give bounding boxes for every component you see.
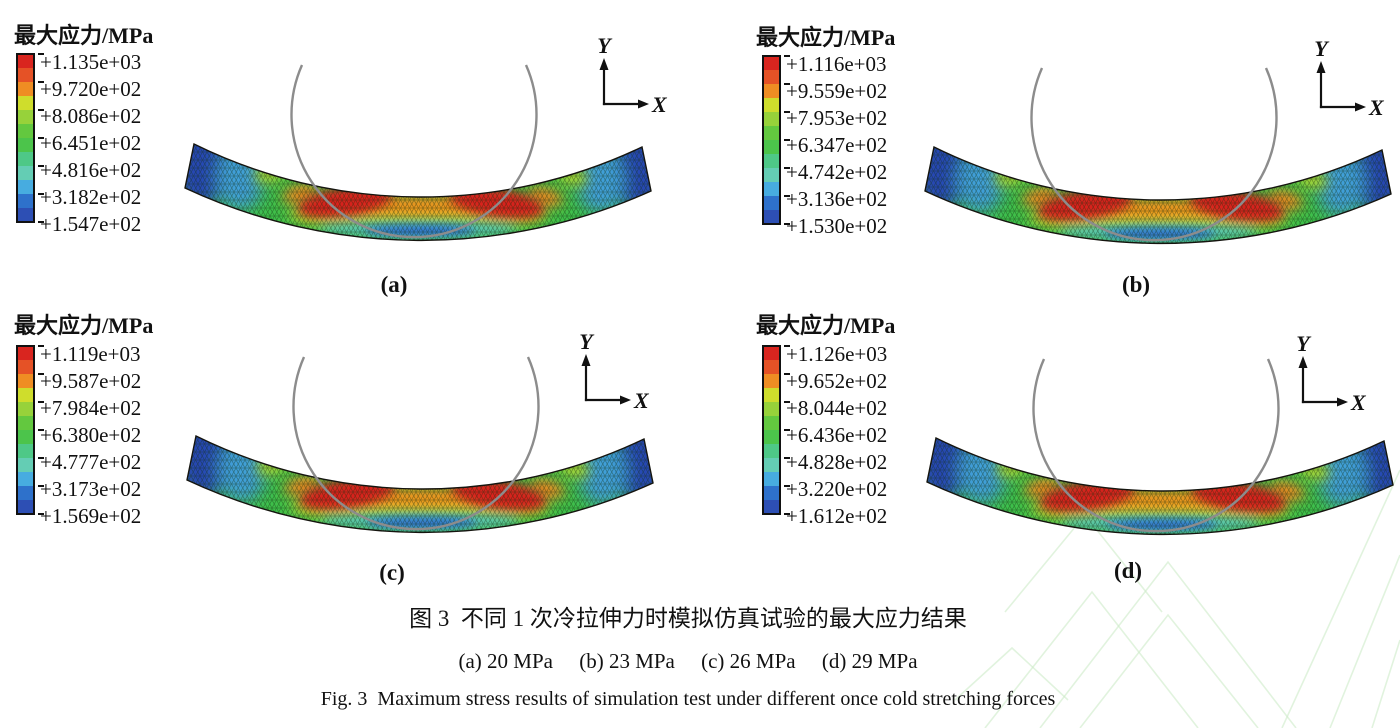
legend-value: +8.044e+02	[786, 396, 887, 420]
panel-d: 最大应力/MPa +1.126e+03 +9.652e+02 +8.044e+0…	[756, 313, 1400, 583]
caption-chinese: 图 3 不同 1 次冷拉伸力时模拟仿真试验的最大应力结果	[409, 606, 967, 631]
panel-label: (b)	[1122, 272, 1150, 297]
legend-value: +3.220e+02	[786, 477, 887, 501]
legend-value: +1.547e+02	[40, 212, 141, 236]
panel-label: (a)	[381, 272, 408, 297]
figure-caption: 图 3 不同 1 次冷拉伸力时模拟仿真试验的最大应力结果 (a) 20 MPa …	[321, 606, 1056, 710]
panel-b: 最大应力/MPa +1.116e+03 +9.559e+02 +7.953e+0…	[756, 25, 1400, 297]
legend-value: +6.347e+02	[786, 133, 887, 157]
legend-value: +1.530e+02	[786, 214, 887, 238]
legend-value: +9.559e+02	[786, 79, 887, 103]
legend-value: +8.086e+02	[40, 104, 141, 128]
legend-value: +1.119e+03	[40, 342, 140, 366]
legend-value: +4.742e+02	[786, 160, 887, 184]
legend-value: +7.953e+02	[786, 106, 887, 130]
caption-subfigures: (a) 20 MPa (b) 23 MPa (c) 26 MPa (d) 29 …	[458, 649, 918, 673]
legend-value: +1.116e+03	[786, 52, 886, 76]
legend-value: +3.173e+02	[40, 477, 141, 501]
legend-value: +1.612e+02	[786, 504, 887, 528]
legend-title: 最大应力/MPa	[756, 25, 895, 50]
panel-label: (c)	[379, 560, 405, 585]
legend-title: 最大应力/MPa	[14, 23, 153, 48]
legend-value: +6.451e+02	[40, 131, 141, 155]
legend-values: +1.119e+03 +9.587e+02 +7.984e+02 +6.380e…	[40, 342, 141, 528]
legend-value: +3.136e+02	[786, 187, 887, 211]
panel-a: 最大应力/MPa +1.135e+03 +9.720e+02 +8.086e+0…	[14, 23, 670, 297]
legend-title: 最大应力/MPa	[14, 313, 153, 338]
panel-c: 最大应力/MPa +1.119e+03 +9.587e+02 +7.984e+0…	[14, 313, 669, 585]
legend-value: +6.436e+02	[786, 423, 887, 447]
legend-value: +3.182e+02	[40, 185, 141, 209]
legend-value: +9.652e+02	[786, 369, 887, 393]
legend-value: +1.135e+03	[40, 50, 141, 74]
legend-value: +4.777e+02	[40, 450, 141, 474]
legend-value: +1.126e+03	[786, 342, 887, 366]
legend-value: +7.984e+02	[40, 396, 141, 420]
legend-values: +1.126e+03 +9.652e+02 +8.044e+02 +6.436e…	[786, 342, 887, 528]
legend-value: +4.816e+02	[40, 158, 141, 182]
legend-value: +4.828e+02	[786, 450, 887, 474]
panel-label: (d)	[1114, 558, 1142, 583]
legend-value: +9.587e+02	[40, 369, 141, 393]
caption-english: Fig. 3 Maximum stress results of simulat…	[321, 688, 1056, 710]
legend-values: +1.135e+03 +9.720e+02 +8.086e+02 +6.451e…	[40, 50, 141, 236]
legend-title: 最大应力/MPa	[756, 313, 895, 338]
legend-value: +9.720e+02	[40, 77, 141, 101]
legend-value: +6.380e+02	[40, 423, 141, 447]
watermark	[954, 469, 1400, 728]
legend-value: +1.569e+02	[40, 504, 141, 528]
legend-values: +1.116e+03 +9.559e+02 +7.953e+02 +6.347e…	[786, 52, 887, 238]
